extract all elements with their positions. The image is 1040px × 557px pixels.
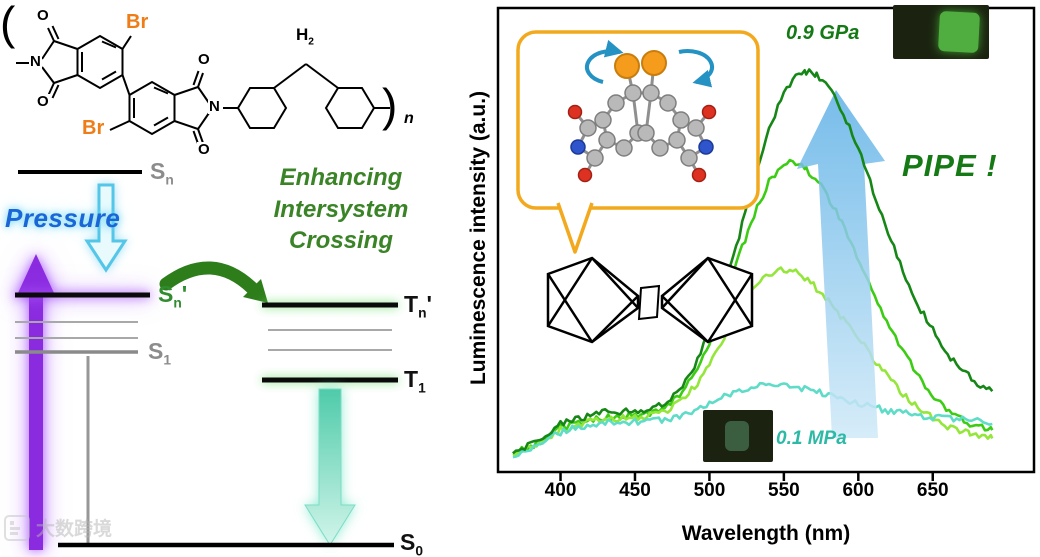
br-bond-1: [121, 35, 132, 50]
oxygen-label: O: [197, 141, 211, 158]
oxygen-label: O: [36, 7, 50, 24]
level-label-sn-prime: Sn': [158, 281, 188, 311]
watermark: 大数跨境: [4, 514, 112, 541]
annotation-pipe: PIPE !: [902, 148, 998, 183]
x-tick-label: 400: [544, 480, 577, 501]
annotation-low-pressure: 0.1 MPa: [776, 428, 847, 449]
oxygen-atom: [577, 167, 593, 183]
nitrogen-label: N: [29, 53, 42, 70]
x-tick-label: 450: [619, 480, 651, 501]
nitrogen-atom: [570, 139, 586, 155]
isc-line-1: Enhancing: [279, 164, 403, 191]
glowing-sample-chip: [937, 10, 981, 54]
molecule-callout: [516, 30, 760, 254]
bromine-label-2: Br: [82, 117, 105, 139]
spectra-curves: [512, 158, 994, 459]
bromine-atom: [641, 50, 667, 76]
isc-text: Enhancing Intersystem Crossing: [236, 162, 446, 257]
rotation-arrow-left: [585, 39, 624, 84]
ch2-label: H2: [296, 25, 314, 48]
oxygen-atom: [567, 104, 583, 120]
x-tick-label: 500: [693, 480, 726, 501]
phosphorescence-arrow: [304, 388, 356, 546]
luminescence-chart: [496, 6, 1036, 481]
y-axis-label: Luminescence intensity (a.u.): [467, 90, 490, 386]
isc-line-3: Crossing: [288, 227, 393, 255]
imide-group-2: [174, 70, 238, 146]
polymer-bracket-left: (: [0, 0, 16, 49]
isc-arrow: [159, 261, 259, 295]
pressure-increase-arrow: [797, 90, 885, 438]
level-label-tn-prime: Tn': [404, 291, 432, 321]
biphenyl-bond: [121, 74, 131, 96]
ch2-bridge: [273, 63, 307, 89]
watermark-logo: [4, 514, 30, 541]
watermark-text: 大数跨境: [36, 519, 113, 540]
br-bond-2: [109, 120, 130, 131]
annotation-high-pressure: 0.9 GPa: [786, 22, 860, 44]
cyclohexane-ring-1: [236, 87, 288, 129]
x-axis-label: Wavelength (nm): [681, 522, 851, 545]
pressure-shift-arrow: [84, 183, 128, 273]
molecule-atoms: [567, 50, 717, 183]
benzene-ring-2: [128, 80, 176, 136]
energy-diagram-art: [15, 25, 398, 550]
bromine-atom: [614, 53, 640, 79]
callout-tail: [556, 202, 594, 254]
x-tick-label: 600: [842, 480, 875, 501]
callout-bubble: [516, 30, 760, 210]
isc-arrow-head: [243, 279, 268, 303]
level-label-t1: T1: [404, 366, 426, 396]
imide-group-1: [16, 25, 78, 99]
oxygen-atom: [691, 167, 707, 183]
sample-photo-low-pressure: [703, 410, 773, 462]
series-0-1-mpa: [512, 381, 993, 459]
oxygen-label: O: [197, 51, 211, 68]
series-intermediate-pressure-higher-: [512, 158, 994, 455]
level-label-s0: S0: [400, 529, 424, 557]
sample-slab: [637, 284, 661, 321]
bromine-label-1: Br: [126, 11, 149, 33]
pressure-excitation-arrow: [18, 254, 54, 550]
pressure-label: Pressure: [5, 203, 121, 233]
x-tick-label: 650: [916, 480, 949, 501]
benzene-ring-1: [76, 34, 124, 90]
nitrogen-atom: [698, 139, 714, 155]
diamond-anvil-icon: [546, 256, 754, 344]
level-label-sn: Sn: [150, 158, 174, 188]
dim-sample-chip: [725, 421, 749, 451]
x-axis-ticks: [559, 472, 935, 481]
level-label-s1: S1: [148, 338, 172, 368]
series-intermediate-pressure-lower-: [512, 266, 994, 457]
oxygen-atom: [701, 104, 717, 120]
repeat-unit-subscript: n: [404, 110, 414, 127]
x-tick-label: 550: [768, 480, 800, 501]
cyclohexane-ring-2: [324, 87, 376, 129]
oxygen-label: O: [36, 93, 50, 110]
rotation-arrow-right: [678, 49, 714, 88]
plot-border: [496, 6, 1036, 474]
nitrogen-label: N: [208, 98, 221, 115]
polymer-structure: [16, 25, 390, 146]
isc-line-2: Intersystem: [273, 195, 409, 223]
sample-photo-high-pressure: [893, 5, 989, 59]
polymer-bracket-right: ): [382, 79, 398, 131]
